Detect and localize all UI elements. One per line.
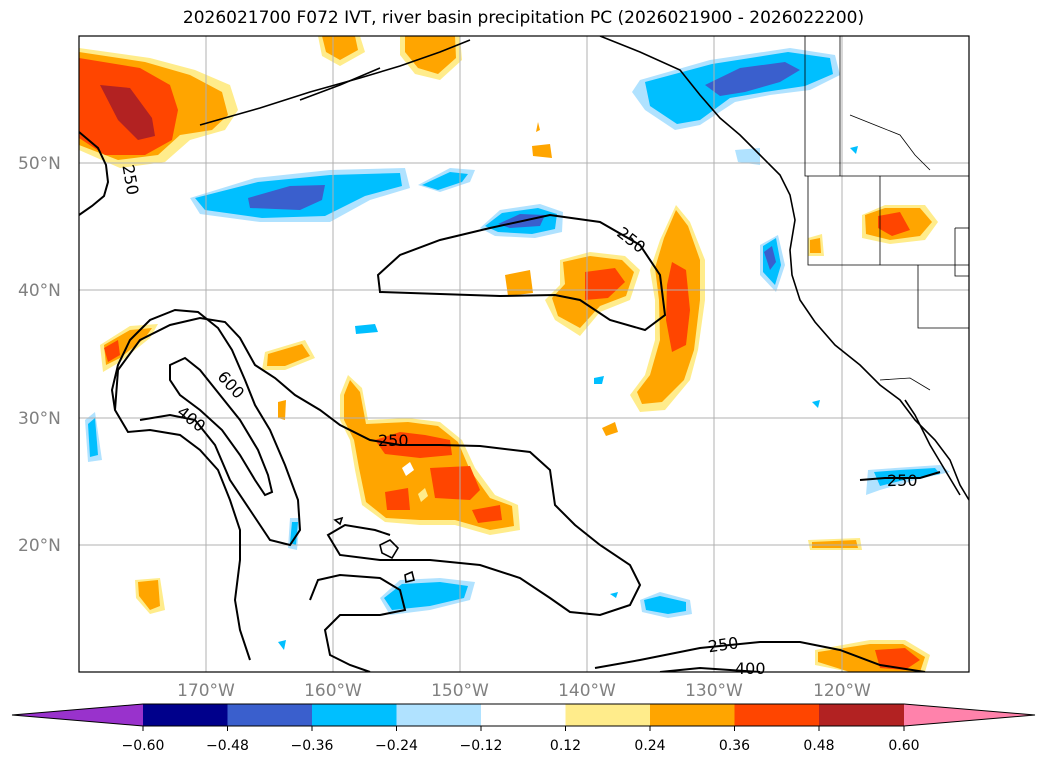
negative-anomaly-northeast (632, 48, 840, 130)
colorbar-tick-label: −0.48 (206, 738, 249, 754)
colorbar-segment (312, 704, 397, 726)
map-frame (78, 35, 970, 673)
colorbar-tick-label: −0.36 (291, 738, 334, 754)
colorbar-segment (650, 704, 735, 726)
colorbar-segment (819, 704, 904, 726)
contour-label-250-south: 250 (707, 633, 740, 656)
colorbar-tick-label: 0.36 (719, 738, 750, 754)
colorbar-segment (734, 704, 819, 726)
latitude-labels: 50°N 40°N 30°N 20°N (18, 154, 61, 556)
lat-label-20n: 20°N (18, 536, 61, 556)
positive-anomaly-central (340, 375, 520, 535)
colorbar-segment (565, 704, 650, 726)
colorbar-tick-label: −0.12 (460, 738, 503, 754)
contour-label-400-south: 400 (735, 659, 766, 678)
colorbar-tick-label: 0.60 (888, 738, 919, 754)
lat-label-30n: 30°N (18, 409, 61, 429)
lon-label-150w: 150°W (431, 681, 489, 701)
contour-label-250-center: 250 (378, 431, 409, 450)
colorbar-segment (227, 704, 312, 726)
colorbar-tick-label: 0.12 (550, 738, 581, 754)
lon-label-120w: 120°W (813, 681, 871, 701)
positive-anomaly-northwest (79, 48, 238, 168)
lon-label-140w: 140°W (558, 681, 616, 701)
positive-anomaly-top (318, 36, 462, 80)
precipitation-shading (79, 36, 950, 672)
colorbar: −0.60 −0.48 −0.36 −0.24 −0.12 0.12 0.24 … (11, 703, 1036, 754)
coastlines (199, 36, 969, 583)
ivt-contours (79, 131, 941, 672)
map-gridlines (79, 36, 969, 672)
negative-anomaly-band (190, 168, 475, 222)
lon-label-170w: 170°W (177, 681, 235, 701)
lon-label-130w: 130°W (685, 681, 743, 701)
positive-anomaly-east (505, 122, 705, 412)
contour-label-250-east: 250 (887, 471, 918, 490)
lon-label-160w: 160°W (304, 681, 362, 701)
colorbar-segment (396, 704, 481, 726)
colorbar-extend-high (904, 704, 1035, 726)
longitude-labels: 170°W 160°W 150°W 140°W 130°W 120°W (177, 681, 871, 701)
colorbar-segment (143, 704, 228, 726)
political-borders (804, 36, 969, 391)
colorbar-tick-label: −0.60 (122, 738, 165, 754)
positive-anomaly-west (85, 324, 315, 614)
ivt-contour-400 (110, 308, 302, 547)
colorbar-tick-label: −0.24 (375, 738, 418, 754)
ivt-contour-600 (169, 356, 274, 497)
colorbar-extend-low (12, 704, 143, 726)
lat-label-50n: 50°N (18, 154, 61, 174)
colorbar-segment (481, 704, 566, 726)
colorbar-ticks (142, 726, 905, 731)
map-title: 2026021700 F072 IVT, river basin precipi… (182, 8, 865, 28)
colorbar-tick-label: 0.48 (803, 738, 834, 754)
negative-anomaly-south (278, 146, 950, 650)
map-plot-area (79, 36, 969, 672)
lat-label-40n: 40°N (18, 281, 61, 301)
colorbar-tick-label: 0.24 (634, 738, 665, 754)
